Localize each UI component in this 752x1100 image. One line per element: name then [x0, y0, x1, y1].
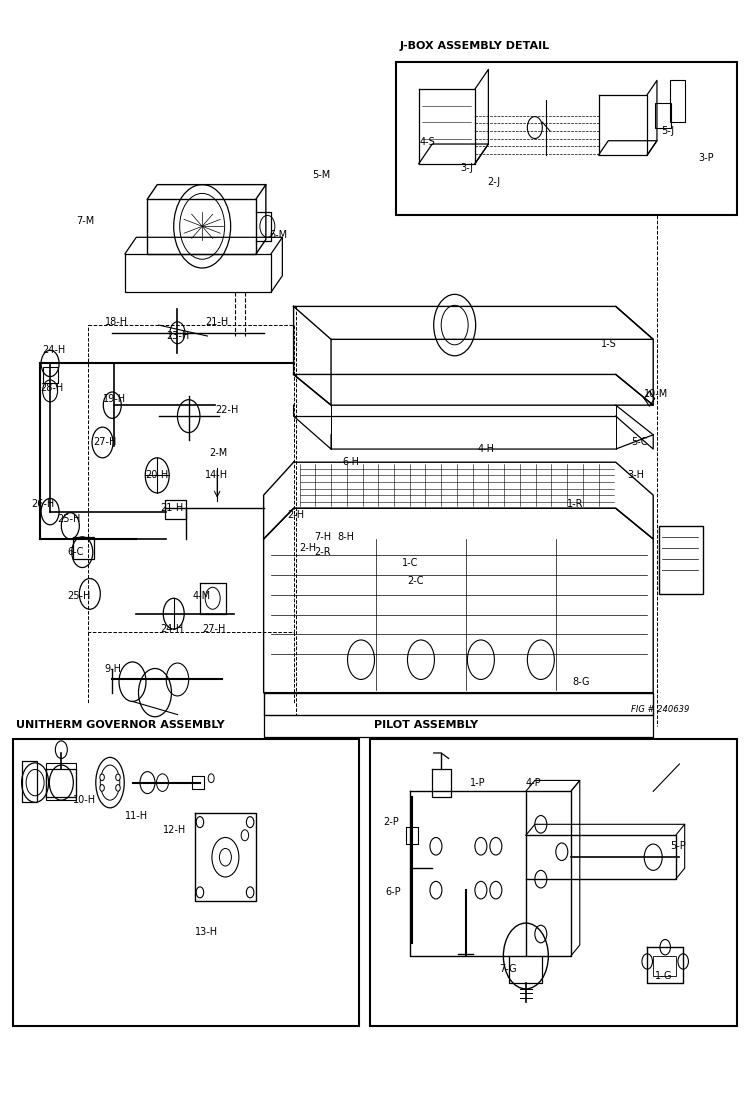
Text: 5-C: 5-C — [631, 438, 647, 448]
Text: 21-H: 21-H — [205, 317, 229, 327]
Text: 6-H: 6-H — [342, 458, 359, 468]
Bar — [23, 761, 38, 802]
Bar — [660, 526, 702, 594]
Text: 2-C: 2-C — [408, 575, 424, 585]
Bar — [47, 763, 76, 800]
Bar — [165, 499, 186, 519]
Text: 2-R: 2-R — [314, 547, 331, 558]
Bar — [13, 739, 359, 1026]
Text: 6-P: 6-P — [385, 888, 401, 898]
Text: 6-M: 6-M — [270, 230, 288, 240]
Text: 20-H: 20-H — [145, 471, 168, 481]
Text: 25-H: 25-H — [68, 591, 91, 601]
Text: 18-H: 18-H — [105, 317, 128, 327]
Text: 9-H: 9-H — [105, 663, 122, 673]
Text: 8-H: 8-H — [337, 531, 354, 542]
Circle shape — [208, 773, 214, 782]
Text: 4-H: 4-H — [478, 444, 494, 454]
Text: 10-M: 10-M — [644, 389, 669, 399]
Text: 23-H: 23-H — [166, 331, 190, 341]
Bar — [43, 366, 58, 383]
Bar — [396, 62, 737, 216]
Text: 10-H: 10-H — [72, 795, 96, 805]
Text: 7-H: 7-H — [314, 531, 332, 542]
Text: 5-P: 5-P — [670, 842, 685, 851]
Bar — [72, 537, 93, 559]
Text: 19-H: 19-H — [103, 394, 126, 404]
Bar — [655, 103, 672, 128]
Circle shape — [241, 829, 249, 840]
Text: 21-H: 21-H — [160, 504, 183, 514]
Text: 4-S: 4-S — [420, 136, 435, 146]
Text: 11-H: 11-H — [125, 811, 148, 821]
Text: 26-H: 26-H — [32, 499, 55, 509]
Text: 22-H: 22-H — [215, 405, 238, 415]
Text: 2-M: 2-M — [210, 449, 228, 459]
Text: 3-H: 3-H — [627, 471, 644, 481]
Text: 1-P: 1-P — [470, 778, 485, 788]
Circle shape — [116, 784, 120, 791]
Text: 1-G: 1-G — [655, 970, 672, 981]
Text: 24-H: 24-H — [43, 345, 66, 355]
Circle shape — [100, 784, 105, 791]
Text: 8-G: 8-G — [572, 676, 590, 686]
Text: 14-H: 14-H — [205, 471, 229, 481]
Text: 2-J: 2-J — [487, 177, 500, 187]
Text: 1-R: 1-R — [567, 499, 584, 509]
Text: UNITHERM GOVERNOR ASSEMBLY: UNITHERM GOVERNOR ASSEMBLY — [17, 719, 225, 730]
Text: 24-H: 24-H — [160, 624, 183, 634]
Text: 27-H: 27-H — [202, 624, 226, 634]
Text: 27-H: 27-H — [92, 438, 116, 448]
Text: 7-G: 7-G — [499, 964, 517, 975]
Text: 13-H: 13-H — [195, 927, 218, 937]
Text: J-BOX ASSEMBLY DETAIL: J-BOX ASSEMBLY DETAIL — [400, 41, 550, 51]
Text: 5-J: 5-J — [661, 125, 674, 136]
Bar — [370, 739, 737, 1026]
Text: 25-H: 25-H — [58, 515, 81, 525]
Text: 5-M: 5-M — [312, 169, 331, 179]
Text: 1-S: 1-S — [601, 339, 617, 349]
Text: 7-M: 7-M — [76, 216, 95, 225]
Text: 1-C: 1-C — [402, 558, 419, 569]
Bar — [670, 80, 684, 122]
Text: 28-H: 28-H — [41, 383, 64, 393]
Text: 2-H: 2-H — [299, 542, 317, 553]
Text: PILOT ASSEMBLY: PILOT ASSEMBLY — [374, 719, 478, 730]
Text: 6-C: 6-C — [68, 547, 83, 558]
Text: 3-J: 3-J — [461, 163, 474, 173]
Text: FIG # 240639: FIG # 240639 — [631, 705, 689, 714]
Text: 2-P: 2-P — [384, 817, 399, 827]
Text: 3-P: 3-P — [698, 153, 714, 163]
Text: 4-P: 4-P — [526, 778, 541, 788]
Bar — [653, 956, 676, 976]
Text: 2-H: 2-H — [287, 510, 305, 520]
Circle shape — [116, 774, 120, 781]
Text: 12-H: 12-H — [162, 825, 186, 835]
Circle shape — [100, 774, 105, 781]
Text: 4-M: 4-M — [193, 591, 211, 601]
